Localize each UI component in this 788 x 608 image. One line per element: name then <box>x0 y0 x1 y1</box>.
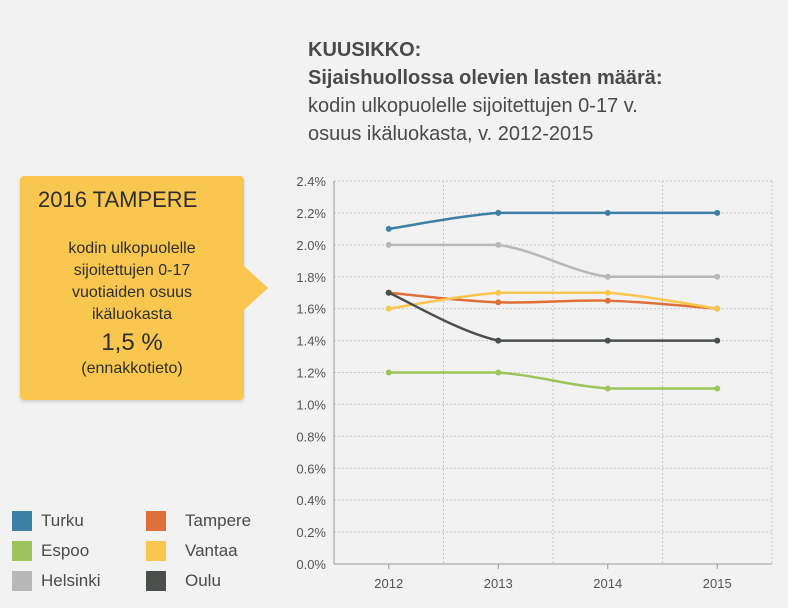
legend-swatch <box>146 511 166 531</box>
legend-item-vantaa: Vantaa <box>146 540 238 562</box>
series-line-tampere <box>388 291 718 310</box>
legend-swatch <box>12 511 32 531</box>
legend-swatch <box>12 571 32 591</box>
callout-line-3: vuotiaiden osuus <box>71 284 193 301</box>
data-point-turku <box>385 225 392 232</box>
data-point-espoo <box>385 369 392 376</box>
data-point-oulu <box>495 337 502 344</box>
data-point-vantaa <box>604 289 611 296</box>
legend-swatch <box>146 571 166 591</box>
data-point-helsinki <box>604 273 611 280</box>
legend-item-espoo: Espoo <box>12 540 89 562</box>
callout-line-1: kodin ulkopuolelle <box>68 240 196 257</box>
chart-title: KUUSIKKO: Sijaishuollossa olevien lasten… <box>308 36 663 148</box>
legend-label: Vantaa <box>185 541 238 560</box>
data-point-helsinki <box>495 241 502 248</box>
data-point-espoo <box>714 385 721 392</box>
y-tick-label: 0.4% <box>296 493 326 508</box>
data-point-turku <box>714 209 721 216</box>
x-tick-label: 2012 <box>374 576 403 591</box>
legend-label: Turku <box>41 511 84 530</box>
data-point-tampere <box>604 297 611 304</box>
callout-arrow <box>244 266 268 310</box>
data-point-vantaa <box>714 305 721 312</box>
title-line-4: osuus ikäluokasta, v. 2012-2015 <box>308 123 594 145</box>
y-tick-label: 1.0% <box>296 397 326 412</box>
callout-note: (ennakkotieto) <box>81 360 183 377</box>
callout-value: 1,5 % <box>101 329 163 356</box>
data-point-helsinki <box>385 241 392 248</box>
legend-label: Espoo <box>41 541 90 560</box>
legend-item-oulu: Oulu <box>146 570 221 592</box>
x-tick-label: 2014 <box>593 576 622 591</box>
data-point-oulu <box>714 337 721 344</box>
y-tick-label: 2.0% <box>296 238 326 253</box>
chart-legend: Turku Tampere Espoo Vantaa Helsinki Oulu <box>12 510 282 594</box>
data-point-tampere <box>495 299 502 306</box>
x-tick-label: 2013 <box>484 576 513 591</box>
legend-item-helsinki: Helsinki <box>12 570 101 592</box>
legend-label: Helsinki <box>41 571 101 590</box>
data-point-espoo <box>604 385 611 392</box>
data-point-turku <box>604 209 611 216</box>
x-tick-label: 2015 <box>703 576 732 591</box>
data-point-espoo <box>495 369 502 376</box>
data-point-turku <box>495 209 502 216</box>
series-line-vantaa <box>388 291 718 310</box>
callout-body: kodin ulkopuolelle sijoitettujen 0-17 vu… <box>20 238 244 380</box>
callout-heading: 2016 TAMPERE <box>38 187 198 212</box>
legend-swatch <box>146 541 166 561</box>
y-tick-label: 1.6% <box>296 302 326 317</box>
legend-swatch <box>12 541 32 561</box>
y-tick-label: 2.4% <box>296 174 326 189</box>
legend-item-turku: Turku <box>12 510 84 532</box>
legend-label: Tampere <box>185 511 252 530</box>
title-line-1: KUUSIKKO: <box>308 39 422 61</box>
data-point-helsinki <box>714 273 721 280</box>
legend-label: Oulu <box>185 571 221 590</box>
series-line-helsinki <box>388 243 718 279</box>
data-point-oulu <box>385 289 392 296</box>
legend-item-tampere: Tampere <box>146 510 251 532</box>
series-line-turku <box>388 211 718 231</box>
y-tick-label: 0.2% <box>296 525 326 540</box>
y-tick-label: 1.2% <box>296 366 326 381</box>
tampere-2016-callout: 2016 TAMPERE kodin ulkopuolelle sijoitet… <box>20 176 244 400</box>
y-tick-label: 2.2% <box>296 206 326 221</box>
y-tick-label: 0.6% <box>296 461 326 476</box>
data-point-vantaa <box>385 305 392 312</box>
callout-line-4: ikäluokasta <box>91 306 173 323</box>
title-line-2: Sijaishuollossa olevien lasten määrä: <box>308 67 663 89</box>
y-tick-label: 1.8% <box>296 270 326 285</box>
y-tick-label: 1.4% <box>296 334 326 349</box>
title-line-3: kodin ulkopuolelle sijoitettujen 0-17 v. <box>308 95 638 117</box>
data-point-vantaa <box>495 289 502 296</box>
data-point-oulu <box>604 337 611 344</box>
callout-line-2: sijoitettujen 0-17 <box>73 262 191 279</box>
y-tick-label: 0.8% <box>296 429 326 444</box>
series-line-espoo <box>388 371 718 390</box>
y-tick-label: 0.0% <box>296 557 326 572</box>
series-line-oulu <box>388 291 718 342</box>
